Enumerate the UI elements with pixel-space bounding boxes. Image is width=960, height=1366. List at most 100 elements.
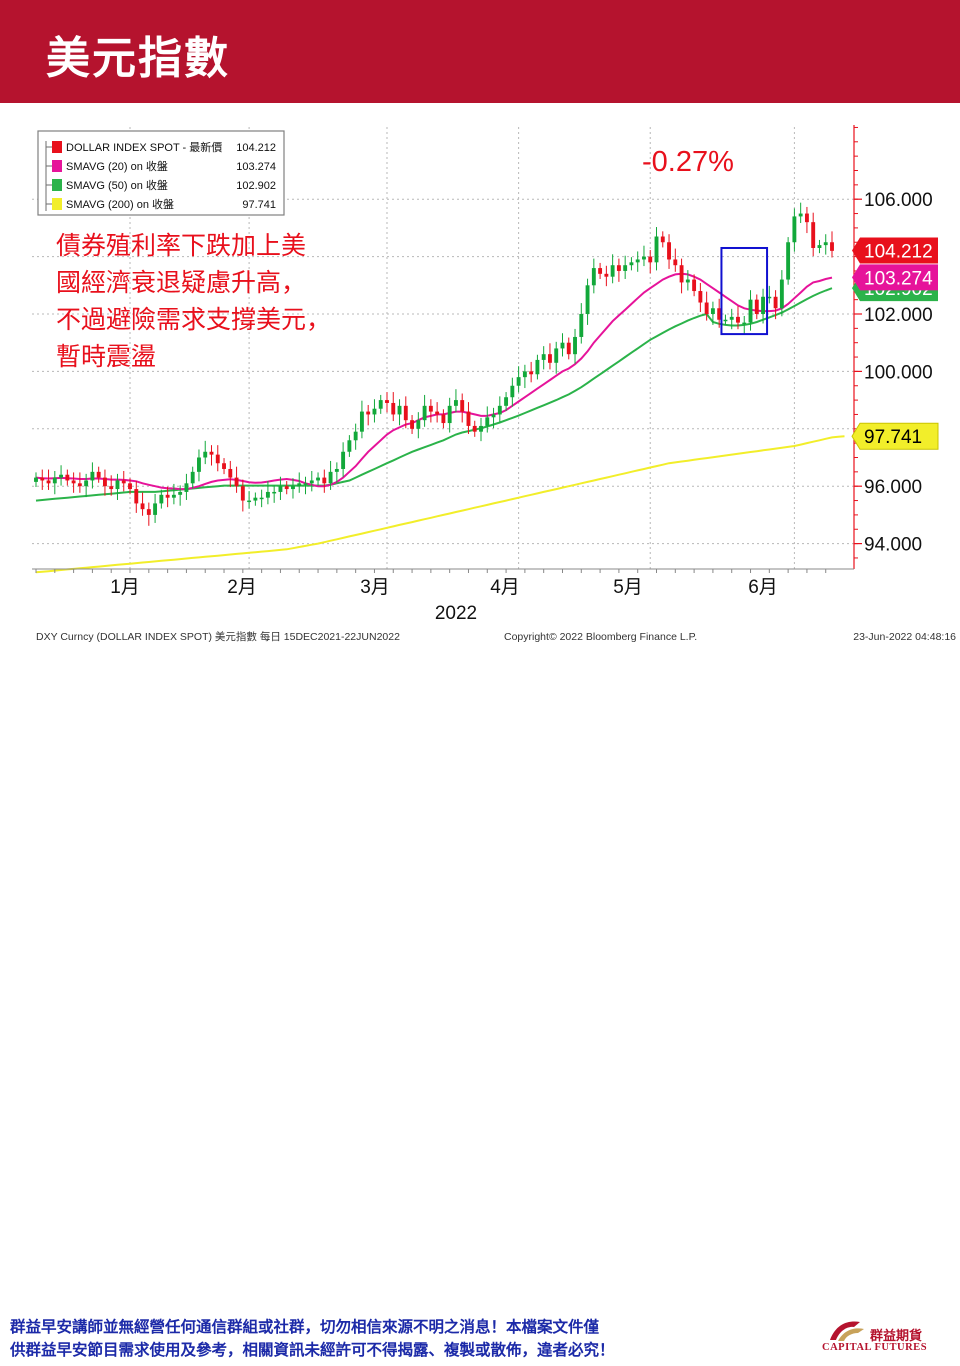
candle-body [811, 222, 816, 248]
candle-body [548, 354, 552, 363]
candle-body [629, 262, 634, 266]
candle-body [717, 308, 722, 320]
candle-94 [616, 258, 621, 282]
candle-body [679, 265, 684, 283]
candle-body [522, 371, 527, 378]
highlight-box [720, 246, 769, 336]
legend-swatch-3 [52, 179, 62, 191]
candle-body [830, 242, 834, 251]
candle-43 [297, 472, 302, 493]
candle-body [472, 425, 477, 432]
price-tag-97.741: 97.741 [851, 422, 939, 450]
candle-74 [491, 407, 496, 429]
candle-body [428, 405, 433, 412]
candle-body [729, 316, 734, 320]
slide-title: 美元指數 [46, 33, 230, 84]
candle-body [178, 491, 183, 495]
disclaimer-line-1: 群益早安講師並無經營任何通信群組或社群，切勿相信來源不明之消息！本檔案文件僅 [10, 1318, 600, 1336]
candle-62 [416, 412, 421, 439]
candle-body [165, 494, 170, 498]
candle-body [259, 497, 264, 500]
candle-body [673, 259, 678, 266]
candle-body [297, 483, 302, 487]
commentary-line-3: 不過避險需求支撐美元， [56, 306, 331, 334]
candle-body [378, 400, 383, 409]
candle-body [366, 411, 371, 415]
candle-body [497, 405, 502, 415]
candle-body [316, 477, 320, 481]
candle-59 [397, 399, 402, 426]
candle-121 [786, 237, 791, 285]
candle-50 [341, 442, 346, 478]
candle-body [667, 242, 671, 260]
candle-61 [410, 415, 415, 434]
candle-52 [353, 423, 358, 450]
candle-44 [303, 476, 308, 495]
candle-71 [472, 420, 477, 437]
candle-7 [71, 472, 76, 493]
candle-body [610, 265, 615, 277]
sma50-line [35, 287, 833, 502]
candle-36 [253, 492, 258, 506]
candle-body [748, 299, 753, 323]
candle-body [460, 400, 465, 412]
candle-body [660, 236, 665, 243]
candle-body [71, 480, 76, 484]
candle-body [736, 316, 740, 323]
candle-116 [754, 294, 759, 320]
legend-swatch-2 [52, 160, 62, 172]
candle-body [322, 477, 327, 484]
candle-96 [629, 257, 634, 271]
candle-26 [190, 466, 195, 489]
commentary-line-1: 債券殖利率下跌加上美 [56, 232, 306, 260]
candle-body [742, 322, 747, 325]
candle-body [685, 279, 690, 283]
candle-body [416, 420, 421, 429]
candle-113 [736, 305, 740, 330]
candle-body [441, 414, 446, 424]
candle-14 [115, 473, 120, 500]
candle-body [510, 385, 515, 398]
y-tick-label-2: 96.000 [864, 477, 922, 498]
candle-body [203, 451, 208, 458]
candle-45 [309, 470, 314, 492]
candle-124 [804, 206, 809, 234]
candle-58 [391, 392, 396, 422]
candle-body [773, 296, 778, 309]
candle-11 [96, 466, 101, 483]
change-percent-label: -0.27% [642, 146, 734, 178]
candle-105 [685, 270, 690, 291]
candle-47 [322, 469, 327, 493]
candle-body [197, 457, 201, 472]
legend-label-4: SMAVG (200) on 收盤 [66, 197, 174, 211]
candle-body [65, 474, 70, 481]
candle-117 [761, 288, 765, 324]
chart-area: 94.000 96.000 100.000 102.000 106.000 97.741… [32, 125, 960, 650]
candle-body [109, 486, 114, 490]
x-month-label-4: 4月 [490, 577, 520, 598]
candle-76 [504, 392, 509, 412]
candle-body [265, 491, 270, 498]
candle-128 [830, 231, 834, 258]
candle-77 [510, 377, 515, 407]
candle-body [222, 463, 226, 469]
candle-35 [247, 491, 252, 509]
candle-57 [385, 392, 389, 413]
y-tick-label-1: 94.000 [864, 535, 922, 556]
chart-copyright: Copyright© 2022 Bloomberg Finance L.P. [504, 631, 697, 643]
candle-28 [203, 440, 208, 465]
price-tag-label: 103.274 [864, 268, 933, 289]
candle-73 [485, 406, 490, 433]
price-tag-shape [852, 237, 938, 264]
candle-101 [660, 231, 665, 248]
candle-89 [585, 278, 590, 325]
candle-body [516, 377, 521, 386]
candle-body [585, 285, 590, 314]
candle-body [761, 296, 765, 314]
candle-body [209, 451, 214, 455]
disclaimer: 群益早安講師並無經營任何通信群組或社群，切勿相信來源不明之消息！本檔案文件僅 供… [10, 1316, 810, 1362]
candle-60 [403, 396, 408, 429]
candle-body [240, 486, 245, 501]
